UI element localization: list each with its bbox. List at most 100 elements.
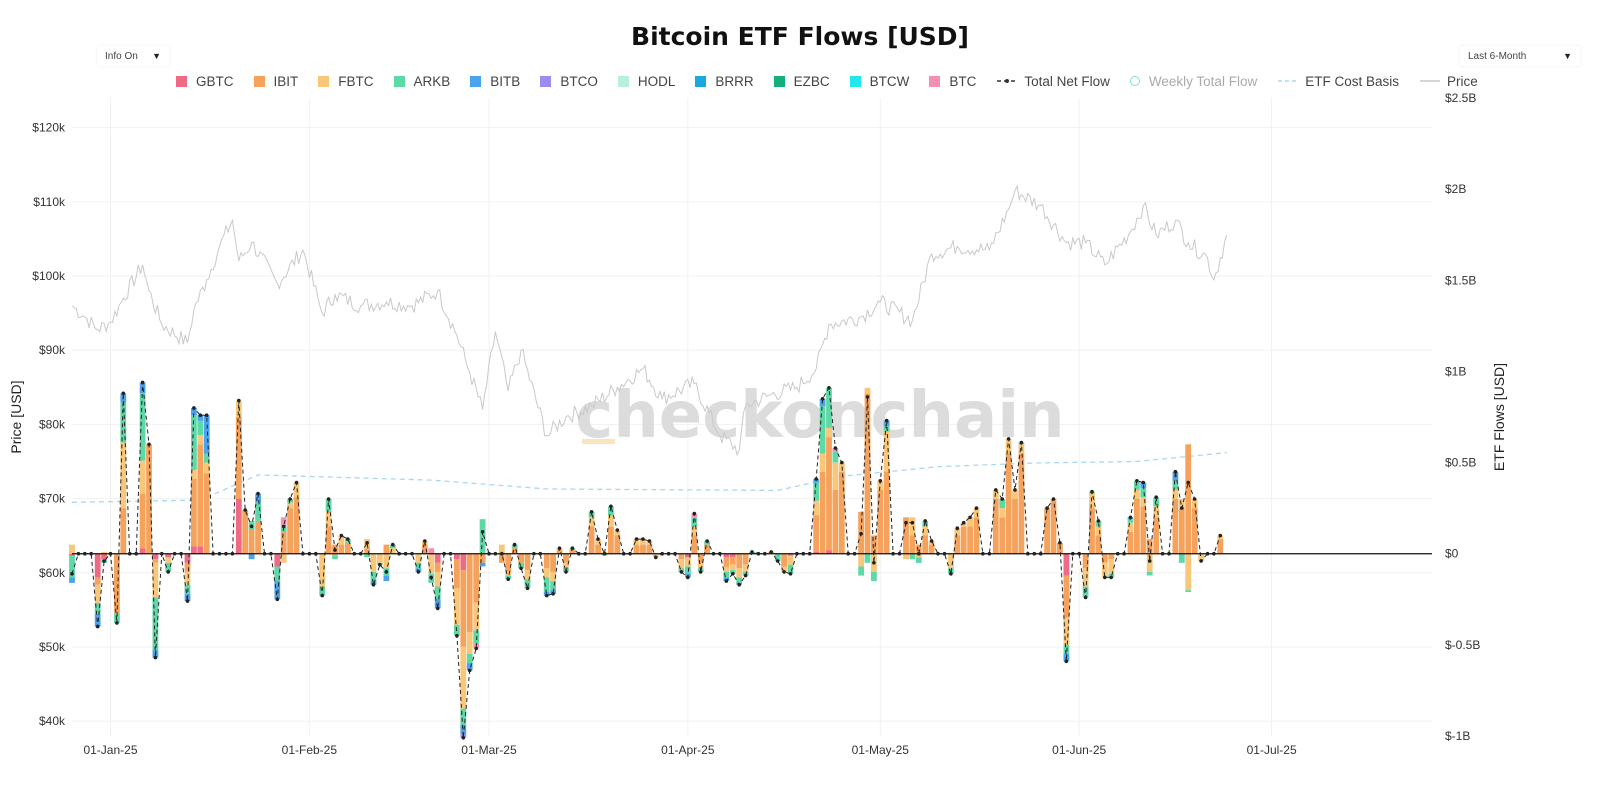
flow-bar-arkb [864,553,871,563]
flow-bar-arkb [255,502,261,521]
info-toggle-dropdown[interactable]: Info On ▼ [97,46,169,66]
flow-bar-ibit [723,557,730,567]
flow-bar-fbtc [287,502,293,509]
legend-item-btco[interactable]: BTCO [540,74,598,89]
chevron-down-icon: ▼ [152,51,161,61]
flow-bar-bitb [197,415,204,421]
flow-bar-ibit [338,544,345,554]
flow-bar-ibit [293,497,300,554]
total-net-flow-point [782,570,786,574]
legend-item-bitb[interactable]: BITB [470,74,520,89]
flow-bar-arkb [152,597,159,651]
legend-label: HODL [637,73,676,89]
legend-item-gbtc[interactable]: GBTC [176,74,234,89]
range-select-dropdown[interactable]: Last 6-Month ▼ [1460,46,1580,66]
total-net-flow-point [281,524,286,529]
flow-bar-ibit [640,544,646,554]
flow-bar-ibit [1012,499,1018,554]
x-tick-label: 01-Jan-25 [83,743,137,757]
flow-bar-arkb [120,402,127,443]
total-net-flow-point [1167,551,1171,556]
total-net-flow-point [852,551,857,556]
y-right-tick-label: $1.5B [1445,273,1476,287]
flow-bar-bitb [94,613,101,627]
legend-swatch [1129,76,1140,86]
flow-bar-ibit [742,553,749,565]
y-right-tick-label: $-0.5B [1445,638,1480,652]
legend-item-brrr[interactable]: BRRR [695,74,754,89]
flow-bar-ibit [248,530,255,554]
flow-bar-ibit [550,553,556,572]
legend-item-fbtc[interactable]: FBTC [318,74,374,89]
total-net-flow-point [865,395,870,399]
flow-bar-arkb [466,654,473,664]
legend-item-ezbc[interactable]: EZBC [773,74,830,89]
total-net-flow-point [1013,488,1017,492]
flow-bar-arkb [1146,571,1153,576]
legend-swatch [849,75,861,87]
flow-bar-ibit [877,489,884,554]
total-net-flow-point [391,542,395,547]
total-net-flow-point [1051,497,1056,501]
flow-bar-ibit [184,562,191,572]
flow-bar-fbtc [595,539,601,545]
flow-bar-ibit [511,548,518,554]
legend-item-price[interactable]: Price [1419,74,1478,89]
total-net-flow-point [1071,551,1075,556]
legend-swatch [540,75,552,87]
legend-item-hodl[interactable]: HODL [617,73,676,89]
flow-bar-fbtc [1005,438,1012,454]
flow-bar-ibit [595,544,601,554]
total-net-flow-point [461,736,466,740]
legend-item-btc[interactable]: BTC [929,74,976,89]
total-net-flow-point [750,550,754,554]
total-net-flow-point [185,599,190,603]
flow-bar-fbtc [973,508,980,518]
total-net-flow-point [95,624,100,629]
x-tick-label: 01-Jul-25 [1247,743,1297,757]
total-net-flow-point [994,488,998,492]
legend-item-weekly-total-flow[interactable]: Weekly Total Flow [1129,74,1257,89]
total-net-flow-point [628,551,632,556]
total-net-flow [70,380,1223,740]
flow-bar-fbtc [332,553,338,556]
flow-bar-fbtc [633,539,640,545]
legend-item-arkb[interactable]: ARKB [393,74,450,89]
total-net-flow-point [532,551,536,556]
flow-bar-fbtc [165,557,172,563]
legend-item-btcw[interactable]: BTCW [849,74,909,89]
flow-bar-fbtc [1146,553,1153,572]
flow-bar-ibit [999,517,1006,554]
flow-bar-fbtc [466,632,473,654]
flow-bar-ibit [697,553,704,563]
flow-bar-bitb [434,599,441,609]
total-net-flow-point [153,655,158,660]
total-net-flow-point [807,551,812,556]
total-net-flow-point [256,491,260,496]
y-left-tick-label: $50k [39,640,66,654]
total-net-flow-point [378,562,382,567]
flow-bar-ibit [556,550,563,554]
flow-bar-ibit [992,499,999,554]
legend-item-total-net-flow[interactable]: Total Net Flow [996,74,1110,89]
flow-bar-ibit [473,553,480,603]
flow-bar-arkb [473,630,480,644]
flow-bar-ibit [704,544,710,554]
y-left-tick-label: $100k [32,269,66,283]
flow-bar-fbtc [652,553,659,558]
total-net-flow-point [974,506,979,510]
total-net-flow-point [660,551,664,556]
flow-bar-fbtc [1140,497,1147,507]
chart-legend: GBTC IBIT FBTC ARKB BITB BTCO HODL BRRR EZBC BTCW… [176,72,1478,90]
legend-item-etf-cost-basis[interactable]: ETF Cost Basis [1277,74,1399,89]
total-net-flow-point [987,551,992,556]
flow-bar-ibit [1140,506,1147,554]
flow-bar-fbtc [1127,522,1134,532]
total-net-flow-point [910,520,915,525]
flow-bar-ibit [255,520,261,554]
flow-bar-fbtc [338,535,345,545]
legend-item-ibit[interactable]: IBIT [253,74,298,89]
flow-bar-fbtc [184,571,191,585]
flow-bar-ibit [325,526,332,554]
total-net-flow-point [718,551,722,556]
